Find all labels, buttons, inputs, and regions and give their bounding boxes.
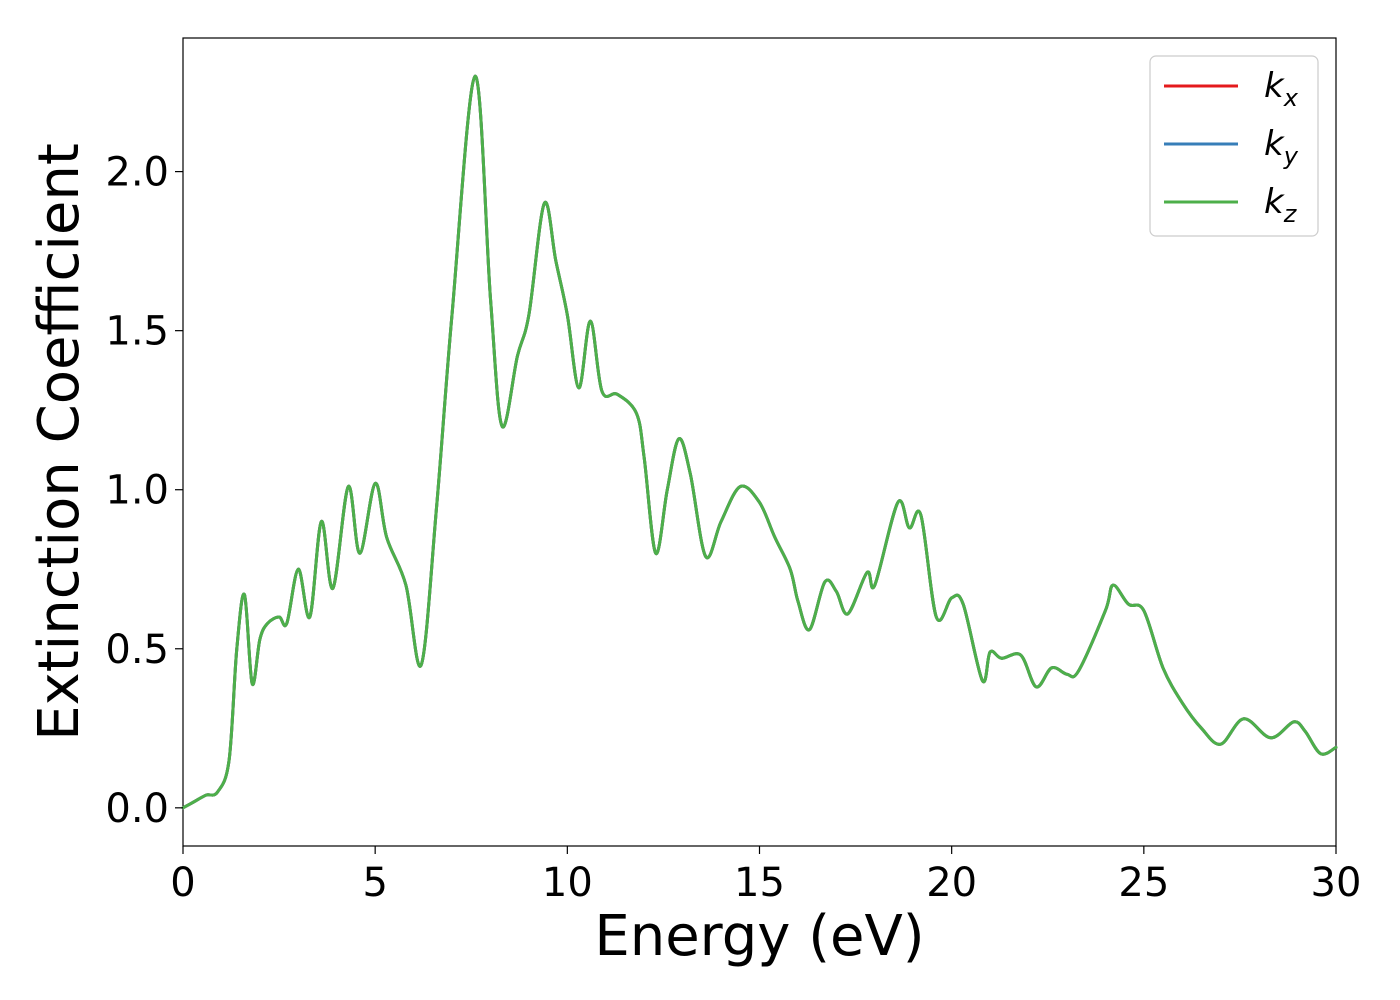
y-tick-label: 1.5 bbox=[105, 309, 169, 355]
series-line-kz bbox=[181, 74, 1338, 810]
x-tick-label: 25 bbox=[1118, 860, 1169, 906]
x-tick-label: 15 bbox=[734, 860, 785, 906]
legend-label-kx: kx bbox=[1264, 66, 1299, 112]
x-tick-label: 30 bbox=[1311, 860, 1362, 906]
y-axis-label: Extinction Coefficient bbox=[27, 143, 92, 741]
y-tick-label: 1.0 bbox=[105, 468, 169, 514]
y-tick-label: 0.5 bbox=[105, 627, 169, 673]
x-axis-label: Energy (eV) bbox=[594, 904, 924, 969]
legend-box bbox=[1149, 55, 1319, 237]
x-axis: 0 5 10 15 20 25 30 bbox=[170, 846, 1361, 906]
x-tick-label: 20 bbox=[926, 860, 977, 906]
legend-label-ky: ky bbox=[1264, 124, 1299, 170]
series-lines bbox=[181, 74, 1338, 810]
legend-label-kz: kz bbox=[1264, 182, 1298, 228]
plot-area bbox=[182, 37, 1337, 847]
y-tick-label: 2.0 bbox=[105, 150, 169, 196]
legend: kx ky kz bbox=[1149, 55, 1319, 237]
x-tick-label: 5 bbox=[362, 860, 387, 906]
plot-frame bbox=[182, 37, 1337, 847]
x-tick-label: 0 bbox=[170, 860, 195, 906]
y-axis: 0.0 0.5 1.0 1.5 2.0 bbox=[105, 150, 183, 832]
x-tick-label: 10 bbox=[542, 860, 593, 906]
y-tick-label: 0.0 bbox=[105, 786, 169, 832]
